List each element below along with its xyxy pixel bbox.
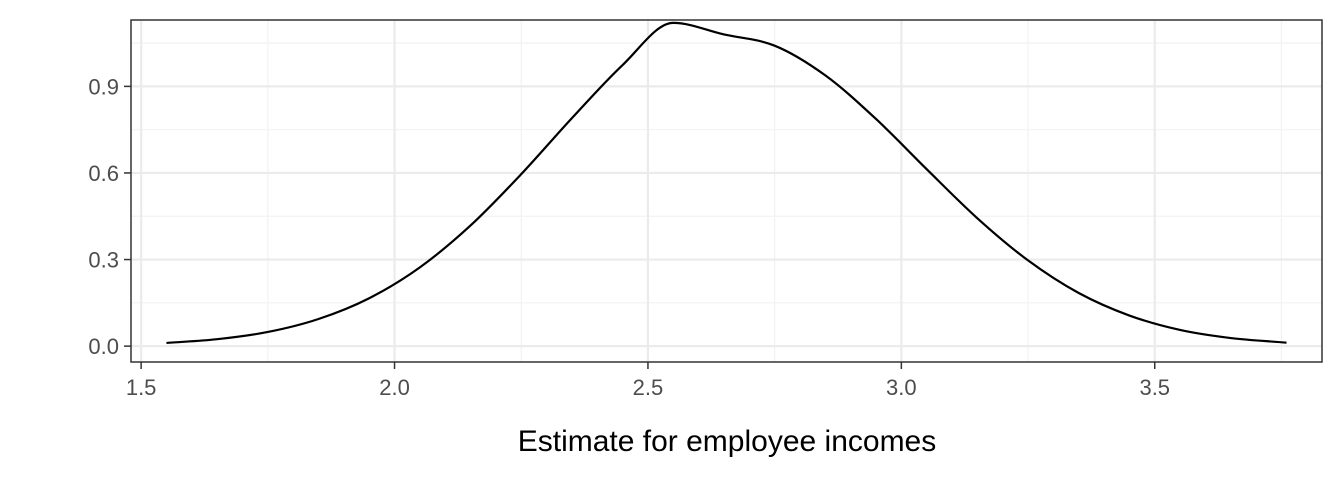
major-gridlines [131, 20, 1322, 362]
y-tick-label: 0.6 [88, 161, 119, 186]
x-tick-label: 1.5 [126, 375, 157, 400]
y-axis: 0.0 0.3 0.6 0.9 [88, 74, 131, 359]
x-axis: 1.5 2.0 2.5 3.0 3.5 [126, 362, 1170, 400]
y-tick-label: 0.0 [88, 334, 119, 359]
plot-border [130, 19, 1323, 363]
density-curve [166, 21, 1287, 345]
y-tick-label: 0.3 [88, 248, 119, 273]
plot-panel [131, 20, 1322, 362]
series-layer [166, 21, 1287, 345]
y-tick-label: 0.9 [88, 74, 119, 99]
x-axis-title: Estimate for employee incomes [518, 425, 937, 458]
x-tick-label: 3.0 [886, 375, 917, 400]
minor-gridlines [131, 20, 1322, 362]
x-tick-label: 2.5 [633, 375, 664, 400]
x-tick-label: 2.0 [379, 375, 410, 400]
x-tick-label: 3.5 [1139, 375, 1170, 400]
